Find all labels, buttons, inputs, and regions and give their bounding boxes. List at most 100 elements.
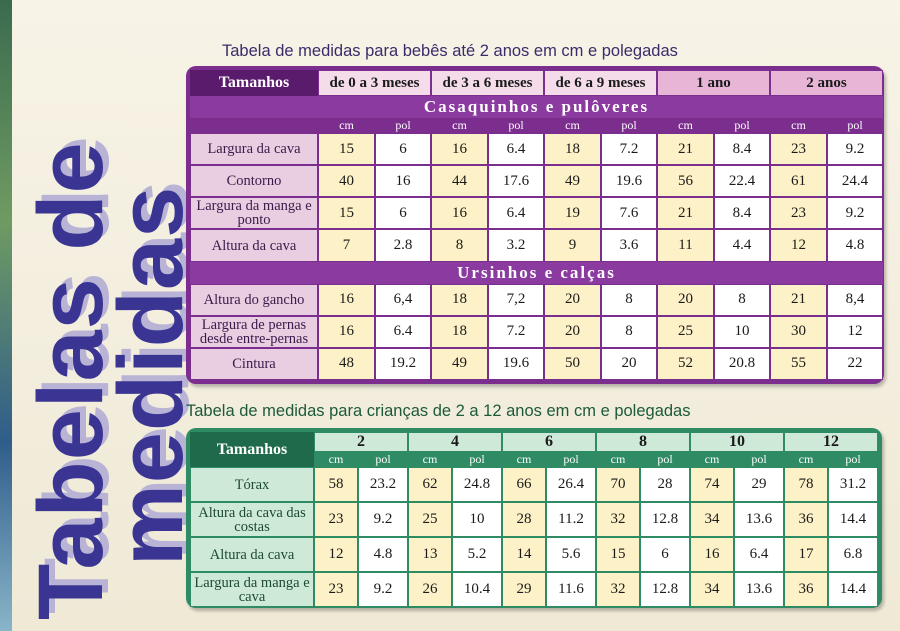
row-label: Largura da manga e ponto — [190, 197, 318, 230]
table-row: Altura da cava das costas 23 9.2 25 10 28 11.2… — [190, 502, 878, 537]
value-cell: 5.2 — [452, 537, 502, 572]
table-row: Tórax 58 23.2 62 24.8 66 26.4 70 28 74 29 78 31.2 — [190, 467, 878, 502]
unit-label: pol — [734, 452, 784, 467]
section-title: Ursinhos e calças — [190, 261, 883, 284]
value-cell: 8.4 — [714, 197, 770, 230]
value-cell: 5.6 — [546, 537, 596, 572]
row-label: Contorno — [190, 165, 318, 198]
value-cell: 8 — [714, 283, 770, 316]
value-cell: 29 — [502, 572, 546, 607]
value-cell: 24.4 — [827, 165, 883, 198]
value-cell: 49 — [544, 165, 601, 198]
value-cell: 31.2 — [828, 467, 878, 502]
table-row: Altura da cava 12 4.8 13 5.2 14 5.6 15 6 16 6.4 17 6… — [190, 537, 878, 572]
value-cell: 6 — [375, 133, 431, 166]
value-cell: 8,4 — [827, 283, 883, 316]
value-cell: 6.4 — [734, 537, 784, 572]
value-cell: 12.8 — [640, 502, 690, 537]
value-cell: 20 — [544, 283, 601, 316]
vertical-title-svg: Tabelas de Tabelas de medidas medidas — [20, 135, 208, 620]
children-age-header-row: Tamanhos 2 4 6 8 10 12 — [190, 432, 878, 467]
value-cell: 10 — [452, 502, 502, 537]
value-cell: 23 — [314, 572, 358, 607]
vertical-title: Tabelas de Tabelas de medidas medidas — [20, 40, 208, 620]
value-cell: 20.8 — [714, 347, 770, 380]
unit-label: pol — [640, 452, 690, 467]
row-label: Largura da manga e cava — [190, 572, 314, 607]
value-cell: 6.4 — [375, 315, 431, 348]
value-cell: 52 — [657, 347, 714, 380]
sizes-header: Tamanhos — [190, 432, 314, 467]
value-cell: 32 — [596, 572, 640, 607]
row-label: Largura da cava — [190, 133, 318, 166]
value-cell: 16 — [690, 537, 734, 572]
value-cell: 15 — [318, 133, 375, 166]
value-cell: 9.2 — [358, 502, 408, 537]
value-cell: 7,2 — [488, 283, 544, 316]
value-cell: 12 — [314, 537, 358, 572]
value-cell: 58 — [314, 467, 358, 502]
unit-header-row: cm pol cm pol cm pol cm pol cm pol — [190, 118, 883, 134]
age-header: 4 — [408, 432, 502, 452]
unit-label: pol — [358, 452, 408, 467]
value-cell: 34 — [690, 502, 734, 537]
value-cell: 26 — [408, 572, 452, 607]
unit-label: pol — [714, 118, 770, 134]
value-cell: 70 — [596, 467, 640, 502]
unit-label: cm — [544, 118, 601, 134]
unit-label: pol — [488, 118, 544, 134]
value-cell: 12.8 — [640, 572, 690, 607]
value-cell: 10 — [714, 315, 770, 348]
value-cell: 17.6 — [488, 165, 544, 198]
unit-label: cm — [318, 118, 375, 134]
age-header: de 0 a 3 meses — [318, 70, 431, 97]
value-cell: 13 — [408, 537, 452, 572]
unit-label: pol — [601, 118, 657, 134]
value-cell: 61 — [770, 165, 827, 198]
unit-label: cm — [690, 452, 734, 467]
section-header-row: Casaquinhos e pulôveres — [190, 96, 883, 119]
value-cell: 8 — [601, 315, 657, 348]
value-cell: 12 — [827, 315, 883, 348]
value-cell: 8 — [601, 283, 657, 316]
value-cell: 11.6 — [546, 572, 596, 607]
value-cell: 40 — [318, 165, 375, 198]
age-header: 2 anos — [770, 70, 883, 97]
value-cell: 34 — [690, 572, 734, 607]
unit-label: cm — [408, 452, 452, 467]
value-cell: 50 — [544, 347, 601, 380]
babies-table-caption: Tabela de medidas para bebês até 2 anos … — [222, 42, 678, 60]
age-header: 1 ano — [657, 70, 770, 97]
value-cell: 20 — [601, 347, 657, 380]
value-cell: 19.2 — [375, 347, 431, 380]
value-cell: 29 — [734, 467, 784, 502]
value-cell: 24.8 — [452, 467, 502, 502]
value-cell: 18 — [431, 315, 488, 348]
value-cell: 21 — [657, 133, 714, 166]
value-cell: 20 — [544, 315, 601, 348]
value-cell: 74 — [690, 467, 734, 502]
value-cell: 55 — [770, 347, 827, 380]
value-cell: 36 — [784, 502, 828, 537]
value-cell: 8 — [431, 229, 488, 262]
unit-label: cm — [784, 452, 828, 467]
value-cell: 6.8 — [828, 537, 878, 572]
value-cell: 15 — [318, 197, 375, 230]
row-label: Altura da cava — [190, 537, 314, 572]
value-cell: 3.2 — [488, 229, 544, 262]
value-cell: 25 — [408, 502, 452, 537]
value-cell: 14 — [502, 537, 546, 572]
unit-label: cm — [431, 118, 488, 134]
table-row: Largura da manga e ponto 15 6 16 6.4 19 7.6 21 8… — [190, 197, 883, 230]
value-cell: 23 — [314, 502, 358, 537]
value-cell: 19 — [544, 197, 601, 230]
value-cell: 18 — [544, 133, 601, 166]
title-line1: Tabelas de — [30, 141, 122, 620]
value-cell: 22.4 — [714, 165, 770, 198]
value-cell: 19.6 — [601, 165, 657, 198]
value-cell: 25 — [657, 315, 714, 348]
table-row: Cintura 48 19.2 49 19.6 50 20 52 20.8 55 22 — [190, 347, 883, 380]
table-row: Altura do gancho 16 6,4 18 7,2 20 8 20 8 21 8,4 — [190, 283, 883, 316]
value-cell: 11.2 — [546, 502, 596, 537]
value-cell: 8.4 — [714, 133, 770, 166]
